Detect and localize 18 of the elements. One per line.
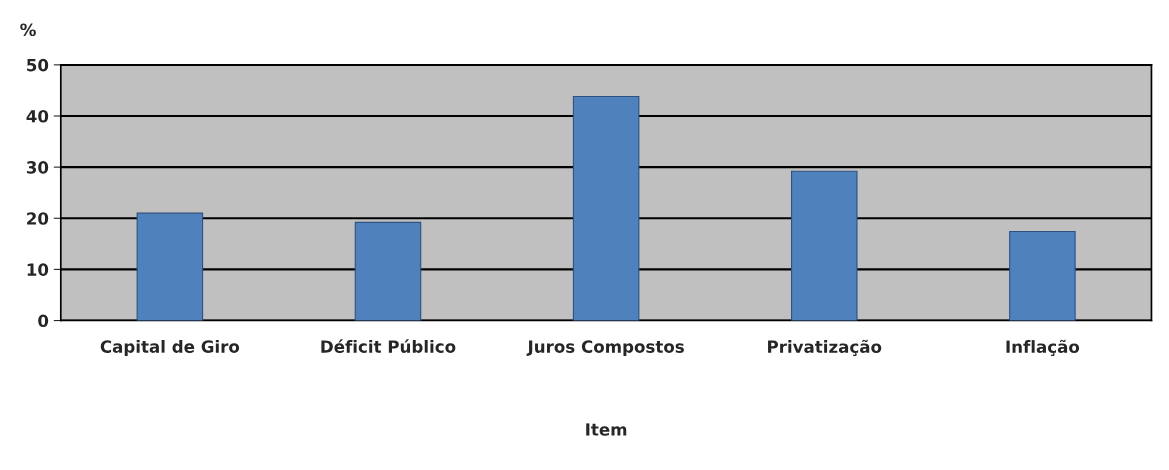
bar: [790, 170, 858, 321]
y-tick-label: 20: [27, 212, 49, 225]
bar: [354, 221, 422, 321]
x-tick-label: Privatização: [768, 339, 882, 357]
y-tick-label: 10: [27, 263, 49, 276]
y-tick-label: 50: [27, 58, 49, 72]
y-tick-label: 30: [26, 161, 49, 174]
x-axis-title: Item: [586, 423, 627, 436]
y-axis-title: %: [20, 23, 36, 37]
x-tick-label: Déficit Público: [321, 339, 456, 353]
y-tick-label: 40: [26, 109, 49, 123]
bar: [572, 96, 640, 321]
y-tick-label: 0: [38, 314, 49, 328]
x-tick-label: Inflação: [1006, 339, 1080, 357]
x-tick-label: Juros Compostos: [526, 340, 684, 357]
bar: [136, 212, 204, 321]
bar: [1009, 231, 1076, 321]
x-tick-label: Capital de Giro: [100, 339, 240, 357]
